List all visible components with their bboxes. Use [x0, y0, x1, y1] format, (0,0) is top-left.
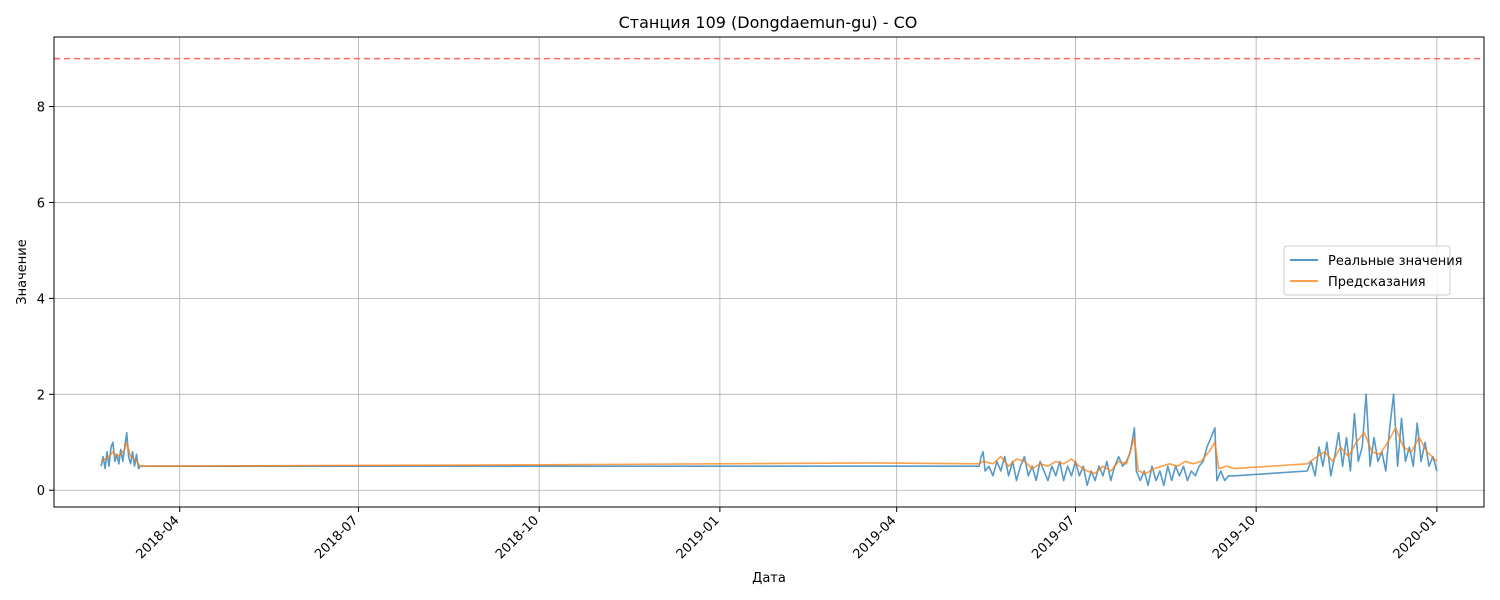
- chart-title: Станция 109 (Dongdaemun-gu) - CO: [619, 13, 918, 32]
- y-axis-ticks: 0 2 4 6 8: [37, 101, 54, 499]
- y-tick-label: 4: [37, 292, 45, 307]
- y-tick-label: 0: [37, 484, 45, 499]
- grid-lines: [54, 37, 1484, 507]
- plot-frame: [53, 36, 1485, 508]
- series-line-pred: [100, 427, 1438, 475]
- x-axis-label: Дата: [752, 571, 786, 586]
- series-line-real: [100, 393, 1438, 487]
- legend-label-real: Реальные значения: [1328, 254, 1463, 269]
- y-tick-label: 6: [37, 196, 45, 211]
- legend-label-pred: Предсказания: [1328, 275, 1426, 290]
- legend-box: [1283, 245, 1451, 296]
- y-axis-label: Значение: [15, 239, 30, 304]
- y-tick-label: 2: [37, 388, 45, 403]
- y-tick-label: 8: [37, 101, 45, 116]
- series-group: [100, 393, 1438, 487]
- legend: Реальные значения Предсказания: [1283, 245, 1463, 296]
